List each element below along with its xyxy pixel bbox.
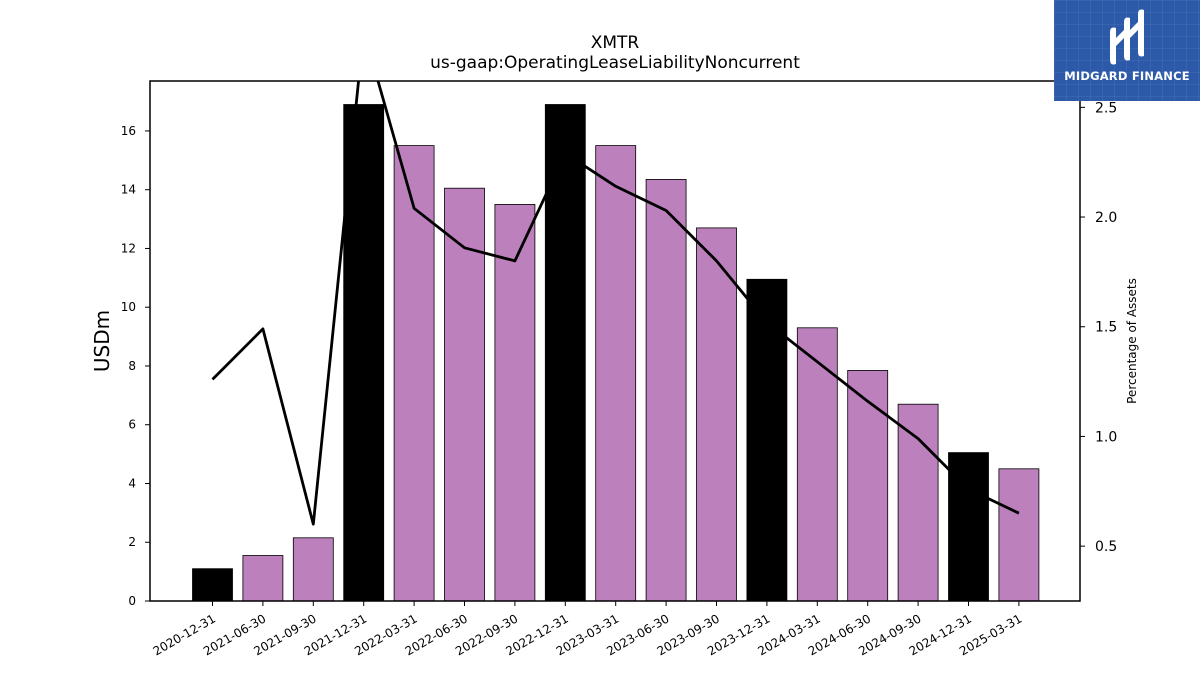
y-tick-label: 4 bbox=[128, 476, 136, 490]
bar-2022-09-30 bbox=[494, 203, 536, 602]
bar-2024-06-30 bbox=[847, 369, 889, 602]
y2-axis-label: Percentage of Assets bbox=[1125, 278, 1139, 404]
bar-2022-12-31 bbox=[544, 104, 586, 602]
y-axis-label: USDm bbox=[90, 310, 114, 372]
y2-tick-label: 2.0 bbox=[1095, 210, 1117, 226]
y-tick-label: 6 bbox=[128, 418, 136, 432]
y-tick-label: 10 bbox=[121, 300, 136, 314]
chart-title: XMTR bbox=[591, 33, 640, 53]
bar-2021-12-31 bbox=[343, 104, 385, 602]
y2-tick-label: 1.0 bbox=[1095, 429, 1117, 445]
bar-2023-09-30 bbox=[696, 227, 737, 602]
bar-2021-09-30 bbox=[292, 537, 334, 602]
plot-frame bbox=[149, 80, 1081, 602]
bar-2021-06-30 bbox=[242, 555, 284, 602]
line-series bbox=[211, 81, 1020, 526]
y-tick-label: 2 bbox=[128, 535, 136, 549]
bar-2025-03-31 bbox=[998, 468, 1040, 602]
bar-2023-06-30 bbox=[645, 178, 687, 602]
bar-2023-12-31 bbox=[746, 278, 788, 602]
bar-2020-12-31 bbox=[192, 568, 233, 602]
bar-2023-03-31 bbox=[595, 145, 637, 602]
bar-group bbox=[192, 104, 1040, 602]
y-tick-label: 0 bbox=[128, 594, 136, 608]
chart-subtitle: us-gaap:OperatingLeaseLiabilityNoncurren… bbox=[430, 53, 800, 73]
y2-tick-label: 1.5 bbox=[1095, 320, 1117, 336]
bar-2024-03-31 bbox=[796, 327, 838, 602]
y-tick-label: 14 bbox=[121, 183, 136, 197]
midgard-logo-icon bbox=[1110, 9, 1144, 65]
y-axis: 0 2 4 6 8 10 12 14 16 bbox=[121, 124, 150, 608]
brand-name: MIDGARD FINANCE bbox=[1064, 69, 1190, 83]
line-percentage-of-assets bbox=[211, 81, 1020, 526]
y-tick-label: 16 bbox=[121, 124, 136, 138]
y-tick-label: 8 bbox=[128, 359, 136, 373]
y2-tick-label: 0.5 bbox=[1095, 539, 1117, 555]
bar-2022-06-30 bbox=[444, 187, 485, 602]
y-tick-label: 12 bbox=[121, 241, 136, 255]
y2-tick-label: 2.5 bbox=[1095, 100, 1117, 116]
x-axis: 2020-12-312021-06-302021-09-302021-12-31… bbox=[151, 601, 1024, 658]
brand-logo: MIDGARD FINANCE bbox=[1054, 0, 1200, 101]
bar-2022-03-31 bbox=[393, 145, 435, 602]
bar-2024-09-30 bbox=[897, 403, 939, 602]
y2-axis: 0.5 1.0 1.5 2.0 2.5 bbox=[1080, 100, 1117, 555]
